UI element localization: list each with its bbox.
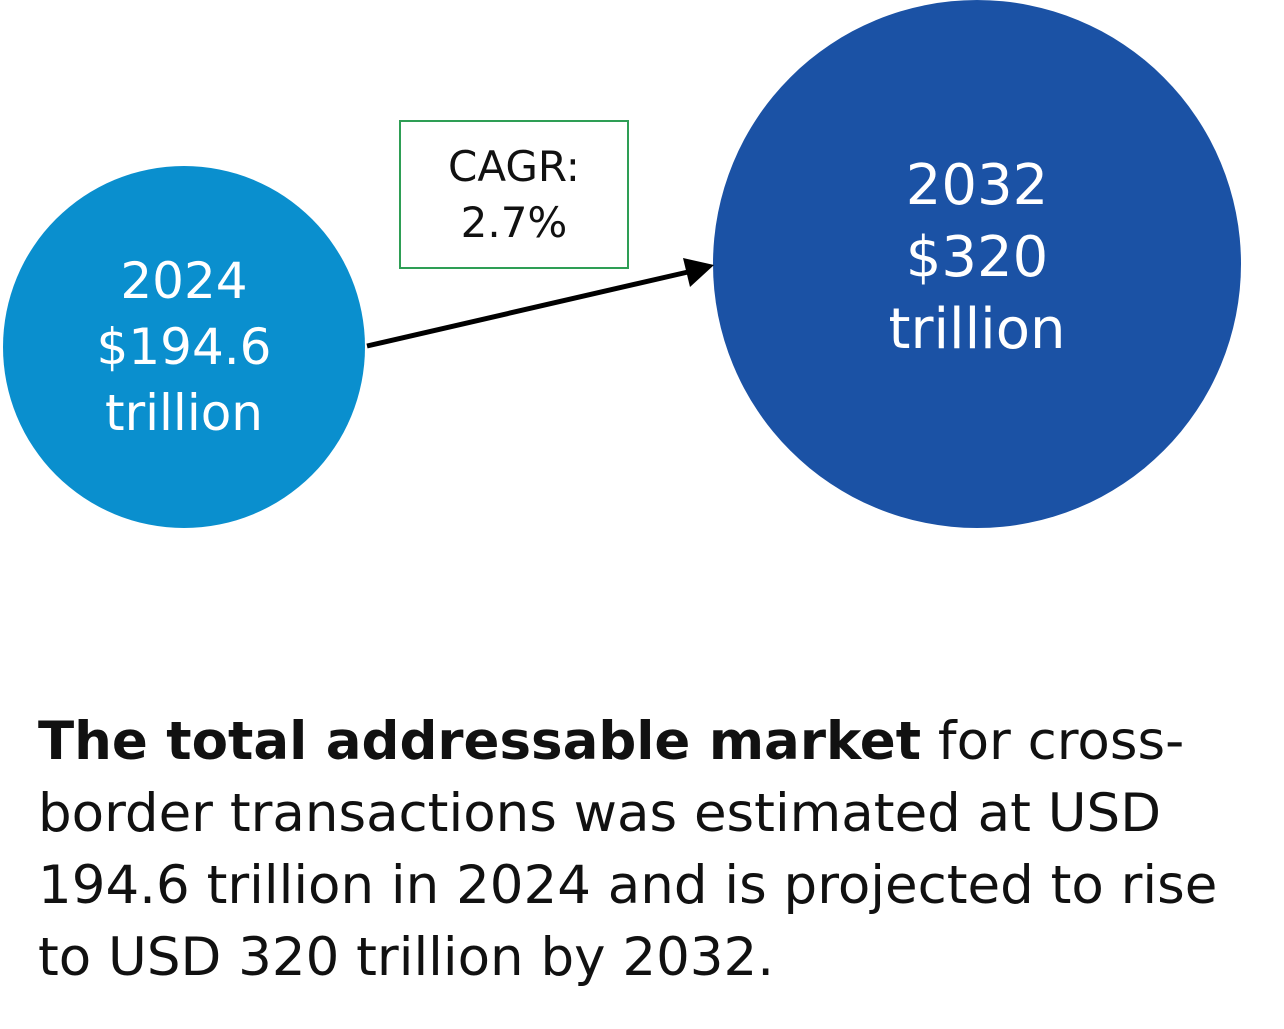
start-value: $194.6 — [96, 318, 272, 376]
caption-text: The total addressable market for cross-b… — [38, 706, 1258, 994]
cagr-box: CAGR: 2.7% — [399, 120, 629, 269]
arrow-shaft — [366, 269, 689, 349]
caption-bold: The total addressable market — [38, 711, 922, 772]
circle-2032: 2032 $320 trillion — [713, 0, 1241, 528]
circle-2024-text: 2024 $194.6 trillion — [97, 248, 272, 446]
cagr-value: 2.7% — [460, 197, 568, 247]
circle-2032-text: 2032 $320 trillion — [889, 150, 1066, 366]
end-value: $320 — [905, 225, 1049, 290]
caption-rest: for cross-border transactions was estima… — [38, 711, 1218, 988]
end-year: 2032 — [905, 153, 1049, 218]
start-year: 2024 — [120, 252, 248, 310]
circle-2024: 2024 $194.6 trillion — [3, 166, 365, 528]
cagr-label: CAGR: — [448, 141, 580, 191]
end-unit: trillion — [888, 297, 1066, 362]
start-unit: trillion — [104, 384, 263, 442]
arrow-head — [683, 258, 714, 287]
